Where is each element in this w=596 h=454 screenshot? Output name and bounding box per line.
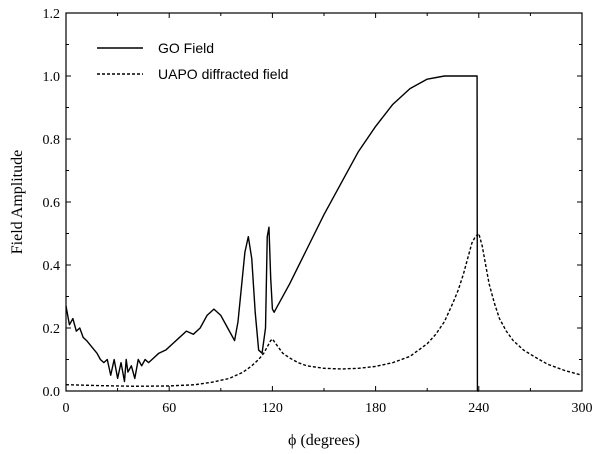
series-layer	[65, 75, 583, 392]
y-tick-label: 1.0	[43, 70, 61, 85]
x-ticks: 0 60 120 180 240 300	[63, 13, 593, 416]
x-tick-label: 120	[262, 401, 283, 416]
series-line-go-field	[65, 75, 479, 392]
y-tick-label: 0.2	[43, 322, 61, 337]
legend-label-uapo-field: UAPO diffracted field	[158, 66, 288, 82]
y-tick-label: 1.2	[43, 7, 61, 22]
y-tick-label: 0.6	[43, 196, 61, 211]
y-ticks: 0.0 0.2 0.4 0.6 0.8 1.0 1.2	[43, 7, 582, 400]
x-tick-label: 240	[468, 401, 489, 416]
y-tick-label: 0.4	[43, 259, 61, 274]
x-tick-label: 180	[365, 401, 386, 416]
x-tick-label: 0	[63, 401, 70, 416]
x-tick-label: 60	[162, 401, 176, 416]
series-line-uapo-diffracted-field	[65, 232, 583, 387]
legend-label-go-field: GO Field	[158, 40, 214, 56]
x-tick-label: 300	[572, 401, 593, 416]
legend: GO Field UAPO diffracted field	[97, 40, 288, 82]
y-tick-label: 0.0	[43, 385, 61, 400]
y-tick-label: 0.8	[43, 133, 61, 148]
plot-frame	[65, 12, 583, 392]
x-axis-label: ϕ (degrees)	[288, 432, 360, 449]
y-axis-label: Field Amplitude	[9, 150, 26, 254]
